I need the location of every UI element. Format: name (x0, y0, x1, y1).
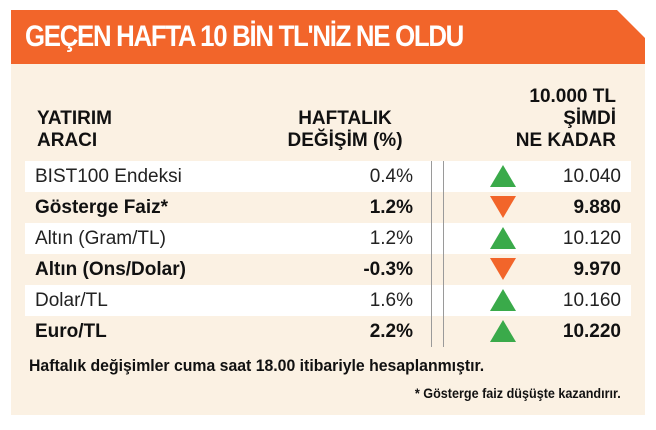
current-value: 10.220 (562, 321, 621, 342)
header-now-value-line-1: 10.000 TL (529, 86, 616, 107)
header-instrument-line-2: ARACI (37, 130, 98, 151)
current-value: 9.970 (573, 259, 621, 280)
weekly-change-value: 1.2% (369, 228, 413, 249)
page-title: GEÇEN HAFTA 10 BİN TL'NİZ NE OLDU (25, 20, 464, 53)
header-weekly-change-line-2: DEĞİŞİM (%) (287, 130, 403, 151)
header-now-value: 10.000 TL ŞİMDİ NE KADAR (488, 86, 616, 152)
current-value: 10.160 (562, 290, 621, 311)
header-weekly-change-line-1: HAFTALIK (298, 108, 392, 129)
up-triangle-icon (490, 289, 516, 311)
up-triangle-icon (490, 320, 516, 342)
weekly-change-value: 0.4% (369, 166, 413, 187)
up-triangle-icon (490, 165, 516, 187)
table-row: Euro/TL 2.2% 10.220 (25, 316, 631, 347)
weekly-change-value: 1.6% (369, 290, 413, 311)
weekly-change-value: 1.2% (369, 197, 413, 218)
current-value: 9.880 (573, 197, 621, 218)
header-instrument-line-1: YATIRIM (37, 108, 112, 129)
table-row: Dolar/TL 1.6% 10.160 (25, 285, 631, 316)
current-value: 10.040 (562, 166, 621, 187)
header-now-value-line-3: NE KADAR (515, 130, 616, 151)
header-now-value-line-2: ŞİMDİ (563, 108, 616, 129)
subnote: * Gösterge faiz düşüşte kazandırır. (415, 385, 621, 401)
table-row: Altın (Ons/Dolar) -0.3% 9.970 (25, 254, 631, 285)
up-triangle-icon (490, 227, 516, 249)
header-instrument: YATIRIM ARACI (37, 108, 112, 152)
header-weekly-change: HAFTALIK DEĞİŞİM (%) (284, 108, 406, 152)
footnote: Haftalık değişimler cuma saat 18.00 itib… (29, 356, 485, 375)
banner-corner-cut (617, 10, 645, 38)
instrument-name: BIST100 Endeksi (35, 166, 182, 187)
table-row: Gösterge Faiz* 1.2% 9.880 (25, 192, 631, 223)
instrument-name: Altın (Ons/Dolar) (35, 259, 186, 280)
table-row: BIST100 Endeksi 0.4% 10.040 (25, 161, 631, 192)
instrument-name: Altın (Gram/TL) (35, 228, 166, 249)
down-triangle-icon (490, 196, 516, 218)
column-divider-2 (443, 161, 444, 347)
instrument-name: Dolar/TL (35, 290, 108, 311)
table-row: Altın (Gram/TL) 1.2% 10.120 (25, 223, 631, 254)
investment-card: GEÇEN HAFTA 10 BİN TL'NİZ NE OLDU YATIRI… (11, 10, 645, 415)
weekly-change-value: 2.2% (369, 321, 413, 342)
down-triangle-icon (490, 258, 516, 280)
instrument-name: Euro/TL (35, 321, 107, 342)
column-divider-1 (431, 161, 432, 347)
instrument-name: Gösterge Faiz* (35, 197, 169, 218)
current-value: 10.120 (562, 228, 621, 249)
title-banner: GEÇEN HAFTA 10 BİN TL'NİZ NE OLDU (11, 10, 645, 64)
weekly-change-value: -0.3% (363, 259, 413, 280)
